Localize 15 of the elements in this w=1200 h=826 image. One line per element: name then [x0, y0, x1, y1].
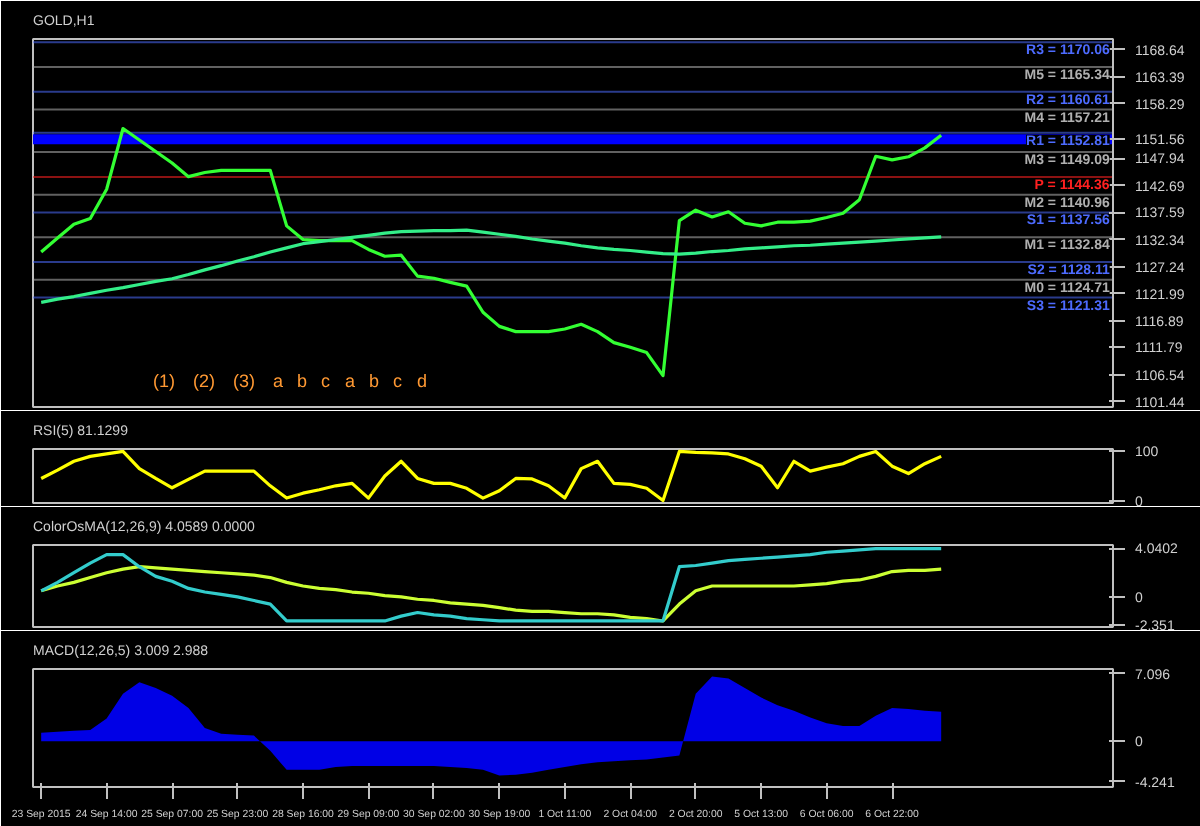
line-series — [39, 449, 943, 503]
annotation: a — [273, 371, 284, 391]
annotation: b — [369, 371, 380, 391]
annotation: b — [297, 371, 308, 391]
annotation: (1) — [153, 371, 175, 391]
line-series — [39, 228, 943, 304]
annotation: a — [345, 371, 356, 391]
line-series — [39, 565, 943, 623]
annotation: c — [393, 371, 403, 391]
line-series — [39, 126, 943, 378]
line-series — [39, 547, 943, 623]
annotation: c — [321, 371, 331, 391]
annotation: (2) — [193, 371, 215, 391]
annotation: (3) — [233, 371, 255, 391]
annotation: d — [417, 371, 428, 391]
